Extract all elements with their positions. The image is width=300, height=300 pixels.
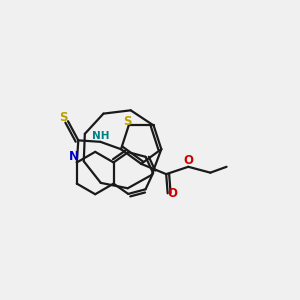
Text: N: N xyxy=(69,150,79,163)
Text: S: S xyxy=(123,115,131,128)
Text: S: S xyxy=(59,111,68,124)
Text: O: O xyxy=(183,154,193,167)
Text: NH: NH xyxy=(92,131,110,141)
Text: O: O xyxy=(167,187,177,200)
